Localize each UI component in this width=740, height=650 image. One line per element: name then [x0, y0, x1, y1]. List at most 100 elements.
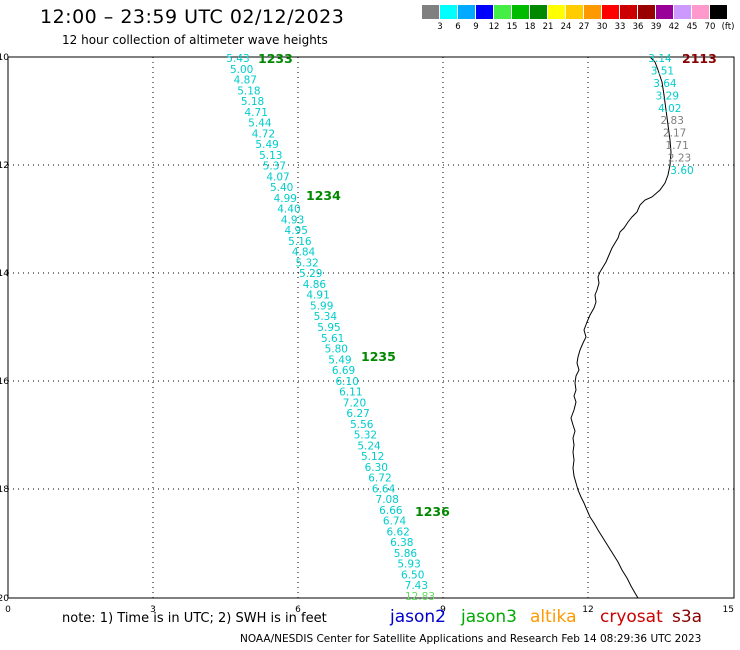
- legend-label: 24: [560, 22, 572, 32]
- legend-swatch: [476, 5, 493, 19]
- swh-value: 5.61: [321, 333, 344, 345]
- legend-swatch: [422, 5, 439, 19]
- legend-swatch: [512, 5, 529, 19]
- swh-value: 5.99: [310, 300, 333, 312]
- track-time-label: 1236: [415, 504, 450, 519]
- swh-value: 2.83: [661, 115, 684, 127]
- swh-value: 5.86: [394, 548, 418, 560]
- swh-value: 5.29: [299, 268, 322, 280]
- x-tick-label: 9: [440, 605, 446, 615]
- swh-value: 4.86: [303, 279, 327, 291]
- legend-swatch: [692, 5, 709, 19]
- swh-value: 3.64: [653, 78, 677, 90]
- swh-value: 1.71: [665, 140, 688, 152]
- swh-value: 5.40: [270, 182, 293, 194]
- swh-value: 3.14: [648, 53, 672, 65]
- grid-lines: [8, 57, 734, 598]
- legend-label: 45: [686, 22, 698, 32]
- swh-value: 5.56: [350, 419, 374, 431]
- track-time-label: 2113: [682, 51, 717, 66]
- swh-value: 6.66: [379, 505, 403, 517]
- legend-label: 70: [704, 22, 716, 32]
- track-time-label: 1235: [361, 349, 396, 364]
- swh-value: 4.99: [274, 193, 297, 205]
- credit-line: NOAA/NESDIS Center for Satellite Applica…: [240, 633, 702, 645]
- swh-value: 5.12: [361, 451, 384, 463]
- satellite-name: jason3: [461, 607, 517, 627]
- page-subtitle: 12 hour collection of altimeter wave hei…: [62, 33, 328, 47]
- swh-value: 4.40: [277, 204, 300, 216]
- legend-label: 36: [632, 22, 644, 32]
- y-tick-label: -12: [0, 161, 9, 171]
- swh-value: 5.24: [357, 440, 381, 452]
- legend-swatch: [494, 5, 511, 19]
- legend-label: 6: [455, 22, 461, 32]
- x-tick-label: 15: [723, 605, 734, 615]
- track-1233-1236: 5.435.004.875.185.184.715.444.725.495.13…: [226, 53, 435, 603]
- swh-value: 5.43: [226, 53, 249, 65]
- x-tick-label: 0: [5, 605, 11, 615]
- x-tick-label: 3: [150, 605, 156, 615]
- swh-value: 5.18: [237, 85, 260, 97]
- legend-label: 39: [650, 22, 662, 32]
- legend-label: 3: [437, 22, 443, 32]
- y-tick-label: -16: [0, 377, 9, 387]
- swh-value: 5.95: [317, 322, 340, 334]
- satellite-name: cryosat: [600, 607, 663, 627]
- swh-value: 2.23: [668, 153, 691, 165]
- legend-label: 30: [596, 22, 608, 32]
- legend-label: 33: [614, 22, 626, 32]
- swh-value: 5.34: [314, 311, 338, 323]
- swh-value: 6.27: [346, 408, 369, 420]
- swh-value: 5.18: [241, 96, 264, 108]
- legend-swatch: [458, 5, 475, 19]
- legend-label: 27: [578, 22, 590, 32]
- coastline: [570, 56, 672, 599]
- legend-label: 12: [488, 22, 500, 32]
- swh-value: 7.43: [405, 580, 428, 592]
- swh-value: 3.51: [651, 65, 674, 77]
- track-time-label: 1234: [306, 188, 341, 203]
- legend-swatch: [566, 5, 583, 19]
- swh-value: 4.71: [245, 107, 268, 119]
- page-title: 12:00 – 23:59 UTC 02/12/2023: [40, 6, 345, 28]
- y-tick-label: -20: [0, 594, 9, 604]
- swh-value: 6.50: [401, 569, 424, 581]
- swh-value: 5.32: [354, 430, 377, 442]
- legend-swatch: [440, 5, 457, 19]
- x-tick-label: 12: [582, 605, 593, 615]
- swh-value: 4.91: [306, 290, 329, 302]
- swh-value: 6.74: [383, 516, 407, 528]
- swh-value: 6.69: [332, 365, 355, 377]
- swh-value: 7.08: [376, 494, 399, 506]
- swh-value: 4.93: [281, 214, 304, 226]
- legend-label: 18: [524, 22, 536, 32]
- legend-swatch: [674, 5, 691, 19]
- plot-frame: [7, 56, 735, 599]
- y-tick-label: -10: [0, 53, 9, 63]
- legend-swatch: [656, 5, 673, 19]
- swh-value: 6.38: [390, 537, 413, 549]
- satellite-name: s3a: [672, 607, 703, 627]
- x-tick-label: 6: [295, 605, 301, 615]
- swh-value: 6.72: [368, 473, 391, 485]
- legend-label: 9: [473, 22, 479, 32]
- swh-value: 6.10: [336, 376, 359, 388]
- swh-value: 2.17: [663, 128, 686, 140]
- satellite-name: altika: [530, 607, 577, 627]
- swh-value: 5.32: [295, 257, 318, 269]
- legend-label: 21: [542, 22, 554, 32]
- swh-value: 12.83: [405, 591, 435, 603]
- satellite-name: jason2: [390, 607, 446, 627]
- y-tick-label: -18: [0, 485, 9, 495]
- track-time-label: 1233: [258, 51, 293, 66]
- swh-value: 3.60: [670, 165, 693, 177]
- legend-swatch: [602, 5, 619, 19]
- legend-swatch: [620, 5, 637, 19]
- swh-value: 5.80: [325, 344, 348, 356]
- swh-value: 4.07: [266, 171, 289, 183]
- legend-swatch: [530, 5, 547, 19]
- swh-value: 6.64: [372, 483, 396, 495]
- track-time-labels: 1233 1234 1235 1236 2113: [258, 51, 717, 519]
- legend-label: 15: [506, 22, 518, 32]
